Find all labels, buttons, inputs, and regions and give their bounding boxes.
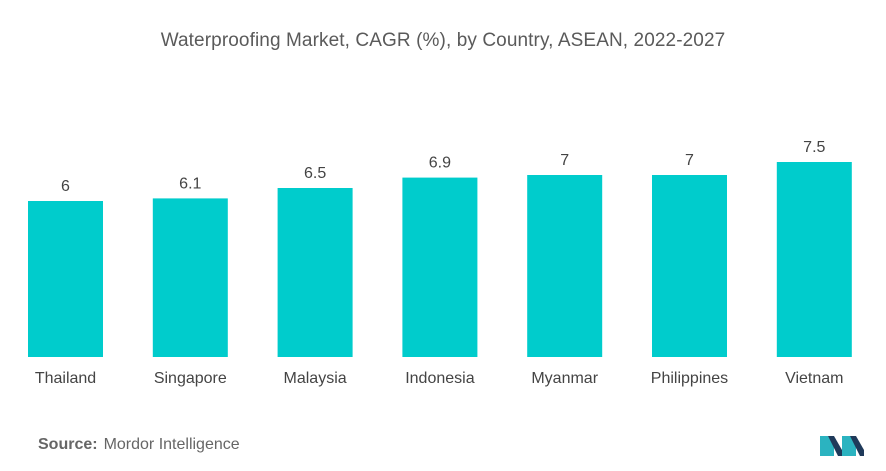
data-label-singapore: 6.1 [179, 175, 201, 192]
x-tick-label-singapore: Singapore [154, 370, 227, 387]
data-label-thailand: 6 [61, 178, 70, 195]
x-tick-label-thailand: Thailand [35, 370, 96, 387]
x-tick-label-philippines: Philippines [651, 370, 728, 387]
x-tick-label-vietnam: Vietnam [785, 370, 843, 387]
data-label-myanmar: 7 [560, 152, 569, 169]
x-tick-label-indonesia: Indonesia [405, 370, 474, 387]
bar-vietnam [776, 162, 852, 357]
bar-thailand [28, 201, 103, 357]
data-label-vietnam: 7.5 [803, 139, 825, 156]
mordor-intelligence-logo-icon [820, 436, 864, 456]
bar-chart: 6 Thailand 6.1 Singapore 6.5 Malaysia 6.9 Indon… [28, 139, 852, 387]
bar-indonesia [402, 177, 478, 357]
bar-singapore [152, 198, 228, 357]
chart-title: Waterproofing Market, CAGR (%), by Count… [160, 30, 726, 51]
data-label-philippines: 7 [685, 152, 694, 169]
bar-malaysia [277, 188, 353, 357]
x-tick-label-malaysia: Malaysia [284, 370, 347, 387]
x-tick-label-myanmar: Myanmar [531, 370, 598, 387]
data-label-indonesia: 6.9 [429, 155, 451, 172]
data-label-malaysia: 6.5 [304, 165, 326, 182]
bar-myanmar [527, 175, 603, 357]
bar-philippines [652, 175, 727, 357]
source-text: Mordor Intelligence [103, 436, 240, 453]
source-label: Source: [38, 436, 98, 453]
source-note: Source: Mordor Intelligence [38, 436, 240, 454]
